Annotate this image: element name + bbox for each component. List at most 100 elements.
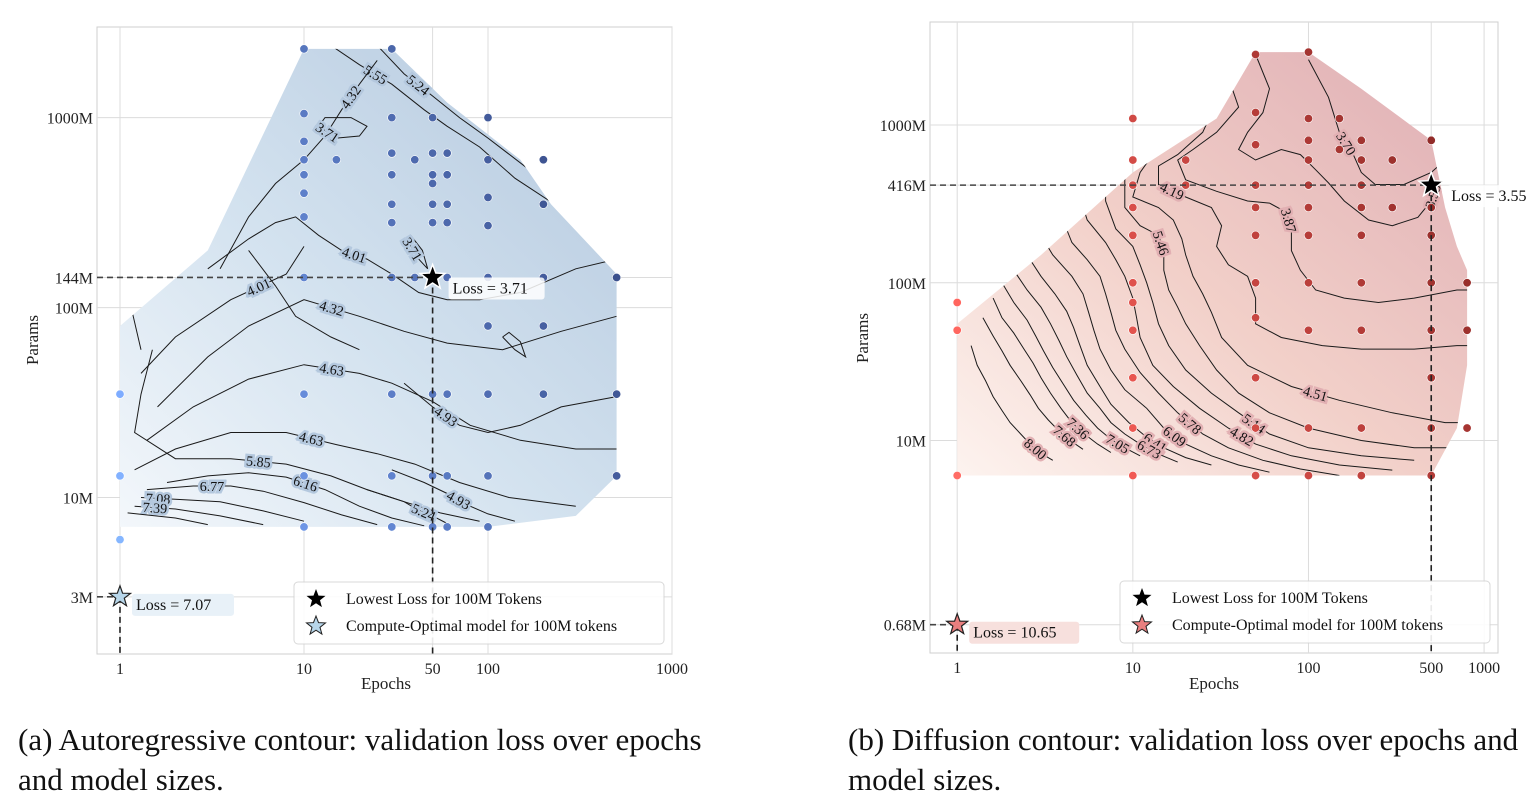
data-point (483, 192, 493, 202)
data-point (387, 199, 397, 209)
x-tick-label: 500 (1419, 660, 1443, 677)
data-point (612, 272, 622, 282)
contour-line (248, 250, 360, 351)
caption-b: (b) Diffusion contour: validation loss o… (848, 722, 1519, 797)
legend-lowest-star (1132, 588, 1152, 607)
data-point (387, 389, 397, 399)
tick-labels: 1 10 100 500 1000 0.68M 10M 100M 416M 1000M (880, 118, 1500, 677)
contour-line (1062, 219, 1340, 476)
data-point (299, 212, 309, 222)
contour-line (134, 432, 576, 507)
contour-line (134, 349, 480, 522)
contour-line (157, 299, 617, 408)
contour-line (140, 497, 305, 522)
data-point (299, 155, 309, 165)
data-point (1303, 230, 1313, 240)
contour-fill-region (120, 48, 617, 527)
compute-optimal-star (945, 611, 970, 636)
y-tick-label: 416M (888, 178, 926, 195)
legend: Lowest Loss for 100M Tokens Compute-Optim… (1119, 580, 1491, 644)
data-point (1356, 230, 1366, 240)
data-point (952, 298, 962, 308)
data-point (1181, 155, 1191, 165)
legend-box (293, 581, 665, 645)
data-point (1128, 325, 1138, 335)
contour-line (1001, 282, 1141, 457)
data-point (387, 44, 397, 54)
data-point (1128, 114, 1138, 124)
contour-line (405, 234, 429, 270)
data-point (483, 221, 493, 231)
contour-line (1237, 54, 1435, 227)
data-point (1251, 278, 1261, 288)
data-point (1251, 50, 1261, 60)
contour-fill-region (957, 52, 1468, 476)
loss-label-box (448, 277, 545, 300)
data-point (1356, 155, 1366, 165)
contour-line (318, 117, 368, 139)
y-tick-label: 1000M (47, 111, 93, 128)
legend-optimal-star (1131, 613, 1153, 635)
x-tick-label: 1000 (1468, 660, 1500, 677)
data-point (1303, 423, 1313, 433)
data-point (952, 325, 962, 335)
contour-line (502, 331, 527, 359)
data-points (115, 44, 622, 545)
lowest-loss-star (418, 262, 448, 290)
contour-line (330, 48, 617, 218)
legend-box (1119, 580, 1491, 644)
data-point (483, 389, 493, 399)
caption-a: (a) Autoregressive contour: validation l… (18, 722, 702, 797)
contour-line (140, 246, 305, 374)
data-point (483, 155, 493, 165)
data-point (1356, 471, 1366, 481)
data-point (1128, 298, 1138, 308)
legend-entry: Compute-Optimal model for 100M tokens (1172, 617, 1443, 634)
data-point (1462, 278, 1472, 288)
data-point (299, 109, 309, 119)
data-point (1128, 230, 1138, 240)
x-tick-label: 50 (425, 661, 441, 678)
legend-entry: Lowest Loss for 100M Tokens (1172, 590, 1368, 607)
data-point (1251, 108, 1261, 118)
contour-line (1132, 132, 1468, 424)
legend-lowest-star (306, 589, 326, 608)
y-tick-label: 100M (888, 276, 926, 293)
data-point (1303, 325, 1313, 335)
y-tick-label: 100M (55, 301, 93, 318)
x-tick-label: 1 (953, 660, 961, 677)
legend-entry: Lowest Loss for 100M Tokens (346, 591, 542, 608)
data-point (1303, 471, 1313, 481)
data-point (1251, 230, 1261, 240)
data-point (483, 522, 493, 532)
data-point (1356, 135, 1366, 145)
data-point (538, 389, 548, 399)
data-point (952, 471, 962, 481)
data-point (1334, 144, 1344, 154)
legend-optimal-star (305, 614, 327, 636)
lowest-loss-star (1416, 169, 1446, 198)
legend-entry: Compute-Optimal model for 100M tokens (346, 618, 617, 635)
data-point (387, 522, 397, 532)
data-point (428, 199, 438, 209)
highlight-markers: Loss = 3.71 Loss = 7.07 (107, 262, 545, 616)
x-axis-label: Epochs (361, 674, 411, 693)
lowest-loss-label: Loss = 3.71 (453, 280, 528, 297)
y-axis-label: Params (23, 315, 42, 365)
data-point (115, 535, 125, 545)
data-point (387, 113, 397, 123)
data-point (1303, 135, 1313, 145)
data-point (428, 148, 438, 158)
contour-line (166, 472, 425, 527)
contour-line (1079, 196, 1393, 471)
data-point (1303, 278, 1313, 288)
contour-label: 5.85 (245, 454, 271, 471)
contour-line (982, 317, 1084, 450)
data-point (299, 188, 309, 198)
loss-label-box (131, 593, 234, 616)
data-point (1356, 278, 1366, 288)
compute-optimal-star (107, 584, 133, 608)
data-point (387, 170, 397, 180)
data-point (483, 113, 493, 123)
contour-label: 7.08 (145, 492, 170, 508)
